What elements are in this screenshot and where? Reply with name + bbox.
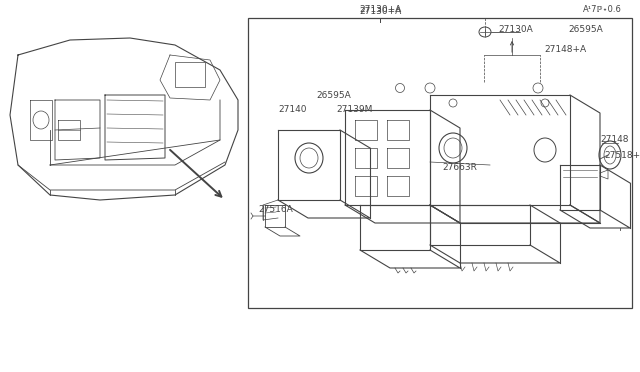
Text: 27663R: 27663R: [442, 164, 477, 173]
Text: 26595A: 26595A: [316, 90, 351, 99]
Text: 27148: 27148: [600, 135, 628, 144]
Text: 27518+A: 27518+A: [604, 151, 640, 160]
Text: 27130+A: 27130+A: [359, 7, 401, 16]
Text: A¹7ℙ⋆0.6: A¹7ℙ⋆0.6: [583, 6, 622, 15]
Bar: [175, 62, 205, 87]
Text: 27130A: 27130A: [498, 26, 532, 35]
Text: 27130+A: 27130+A: [359, 6, 401, 15]
Text: 26595A: 26595A: [568, 26, 603, 35]
Text: 27139M: 27139M: [336, 106, 372, 115]
Text: 27148+A: 27148+A: [544, 45, 586, 55]
Text: 27516A: 27516A: [258, 205, 292, 215]
Text: 27140: 27140: [278, 106, 307, 115]
Bar: [248, 18, 632, 308]
